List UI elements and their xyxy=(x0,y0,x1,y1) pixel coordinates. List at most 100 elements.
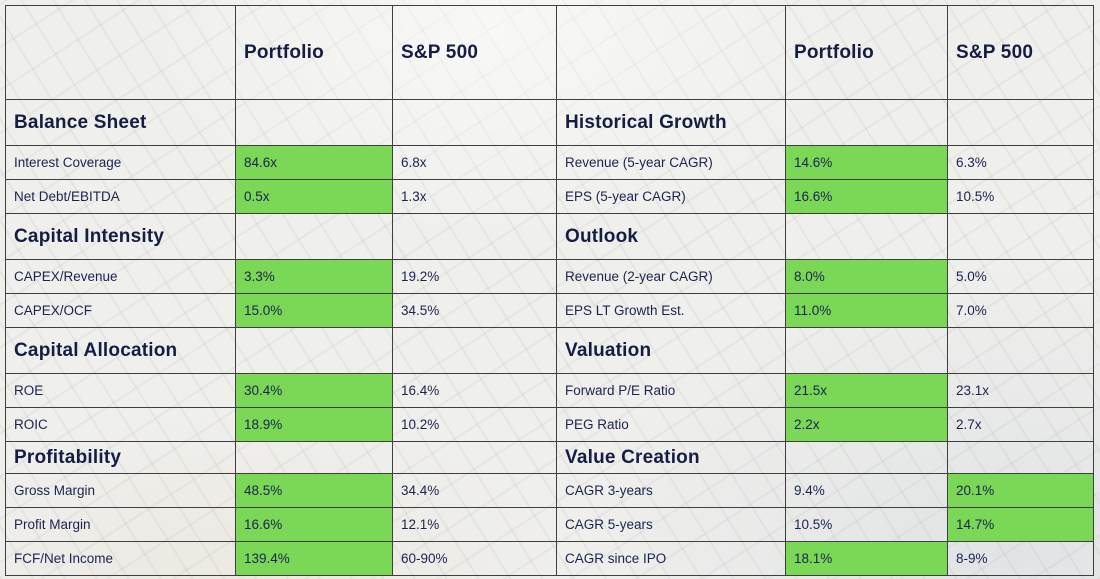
portfolio-value-cell: 10.5% xyxy=(785,507,948,542)
section-title: Capital Allocation xyxy=(5,327,236,374)
empty-cell xyxy=(947,441,1094,474)
sp500-value-cell: 14.7% xyxy=(947,507,1094,542)
metric-row: Revenue (5-year CAGR) 14.6% 6.3% xyxy=(556,145,1094,180)
metric-label: Net Debt/EBITDA xyxy=(5,179,236,214)
section-header-row-profitability: Profitability xyxy=(5,441,557,474)
empty-cell xyxy=(947,327,1094,374)
metric-label: FCF/Net Income xyxy=(5,541,236,576)
sp500-value-cell: 23.1x xyxy=(947,373,1094,408)
section-header-row-valuation: Valuation xyxy=(556,327,1094,374)
section-header-row-capital-intensity: Capital Intensity xyxy=(5,213,557,260)
metric-row: Profit Margin 16.6% 12.1% xyxy=(5,507,557,542)
sp500-value-cell: 6.3% xyxy=(947,145,1094,180)
empty-cell xyxy=(235,327,393,374)
metric-row: Net Debt/EBITDA 0.5x 1.3x xyxy=(5,179,557,214)
metric-label: CAPEX/Revenue xyxy=(5,259,236,294)
sp500-value-cell: 16.4% xyxy=(392,373,557,408)
portfolio-value-cell: 2.2x xyxy=(785,407,948,442)
metric-label: CAPEX/OCF xyxy=(5,293,236,328)
metric-label: EPS LT Growth Est. xyxy=(556,293,786,328)
empty-corner-cell xyxy=(556,5,786,100)
sp500-value-cell: 60-90% xyxy=(392,541,557,576)
metric-label: CAGR 5-years xyxy=(556,507,786,542)
metric-row: CAPEX/OCF 15.0% 34.5% xyxy=(5,293,557,328)
metric-row: CAGR since IPO 18.1% 8-9% xyxy=(556,541,1094,576)
empty-cell xyxy=(392,213,557,260)
sp500-column-header: S&P 500 xyxy=(947,5,1094,100)
section-header-row-capital-allocation: Capital Allocation xyxy=(5,327,557,374)
portfolio-value-cell: 14.6% xyxy=(785,145,948,180)
sp500-value-cell: 2.7x xyxy=(947,407,1094,442)
empty-cell xyxy=(785,441,948,474)
metric-row: Interest Coverage 84.6x 6.8x xyxy=(5,145,557,180)
portfolio-value-cell: 11.0% xyxy=(785,293,948,328)
portfolio-value-cell: 15.0% xyxy=(235,293,393,328)
empty-cell xyxy=(947,99,1094,146)
sp500-value-cell: 6.8x xyxy=(392,145,557,180)
empty-cell xyxy=(785,213,948,260)
metric-label: Revenue (5-year CAGR) xyxy=(556,145,786,180)
portfolio-value-cell: 3.3% xyxy=(235,259,393,294)
metric-label: EPS (5-year CAGR) xyxy=(556,179,786,214)
sp500-value-cell: 19.2% xyxy=(392,259,557,294)
section-header-row-historical-growth: Historical Growth xyxy=(556,99,1094,146)
metric-row: PEG Ratio 2.2x 2.7x xyxy=(556,407,1094,442)
section-header-row-balance-sheet: Balance Sheet xyxy=(5,99,557,146)
section-title: Capital Intensity xyxy=(5,213,236,260)
empty-corner-cell xyxy=(5,5,236,100)
empty-cell xyxy=(785,327,948,374)
sp500-value-cell: 20.1% xyxy=(947,473,1094,508)
empty-cell xyxy=(392,327,557,374)
metric-row: ROE 30.4% 16.4% xyxy=(5,373,557,408)
empty-cell xyxy=(785,99,948,146)
metric-label: PEG Ratio xyxy=(556,407,786,442)
portfolio-value-cell: 8.0% xyxy=(785,259,948,294)
portfolio-value-cell: 0.5x xyxy=(235,179,393,214)
portfolio-value-cell: 30.4% xyxy=(235,373,393,408)
metric-row: ROIC 18.9% 10.2% xyxy=(5,407,557,442)
metric-label: Gross Margin xyxy=(5,473,236,508)
portfolio-value-cell: 9.4% xyxy=(785,473,948,508)
empty-cell xyxy=(235,99,393,146)
metric-row: Gross Margin 48.5% 34.4% xyxy=(5,473,557,508)
left-metrics-table: Portfolio S&P 500 Balance Sheet Interest… xyxy=(5,5,557,576)
metric-row: EPS (5-year CAGR) 16.6% 10.5% xyxy=(556,179,1094,214)
empty-cell xyxy=(235,441,393,474)
left-header-row: Portfolio S&P 500 xyxy=(5,5,557,100)
metric-label: Interest Coverage xyxy=(5,145,236,180)
metric-row: Forward P/E Ratio 21.5x 23.1x xyxy=(556,373,1094,408)
metric-label: Revenue (2-year CAGR) xyxy=(556,259,786,294)
metric-label: Profit Margin xyxy=(5,507,236,542)
section-title: Historical Growth xyxy=(556,99,786,146)
metric-row: EPS LT Growth Est. 11.0% 7.0% xyxy=(556,293,1094,328)
sp500-value-cell: 10.5% xyxy=(947,179,1094,214)
section-header-row-value-creation: Value Creation xyxy=(556,441,1094,474)
sp500-value-cell: 34.4% xyxy=(392,473,557,508)
empty-cell xyxy=(392,441,557,474)
metric-label: CAGR 3-years xyxy=(556,473,786,508)
portfolio-value-cell: 18.9% xyxy=(235,407,393,442)
portfolio-value-cell: 48.5% xyxy=(235,473,393,508)
right-metrics-table: Portfolio S&P 500 Historical Growth Reve… xyxy=(556,5,1094,576)
sp500-value-cell: 1.3x xyxy=(392,179,557,214)
metric-label: CAGR since IPO xyxy=(556,541,786,576)
section-title: Profitability xyxy=(5,441,236,474)
portfolio-column-header: Portfolio xyxy=(785,5,948,100)
portfolio-value-cell: 84.6x xyxy=(235,145,393,180)
metric-row: CAGR 3-years 9.4% 20.1% xyxy=(556,473,1094,508)
sp500-value-cell: 12.1% xyxy=(392,507,557,542)
section-header-row-outlook: Outlook xyxy=(556,213,1094,260)
portfolio-value-cell: 139.4% xyxy=(235,541,393,576)
metric-row: FCF/Net Income 139.4% 60-90% xyxy=(5,541,557,576)
right-header-row: Portfolio S&P 500 xyxy=(556,5,1094,100)
portfolio-value-cell: 16.6% xyxy=(235,507,393,542)
section-title: Balance Sheet xyxy=(5,99,236,146)
metric-label: ROIC xyxy=(5,407,236,442)
comparison-tables: Portfolio S&P 500 Balance Sheet Interest… xyxy=(5,5,1094,576)
sp500-value-cell: 10.2% xyxy=(392,407,557,442)
portfolio-column-header: Portfolio xyxy=(235,5,393,100)
section-title: Value Creation xyxy=(556,441,786,474)
empty-cell xyxy=(947,213,1094,260)
section-title: Valuation xyxy=(556,327,786,374)
